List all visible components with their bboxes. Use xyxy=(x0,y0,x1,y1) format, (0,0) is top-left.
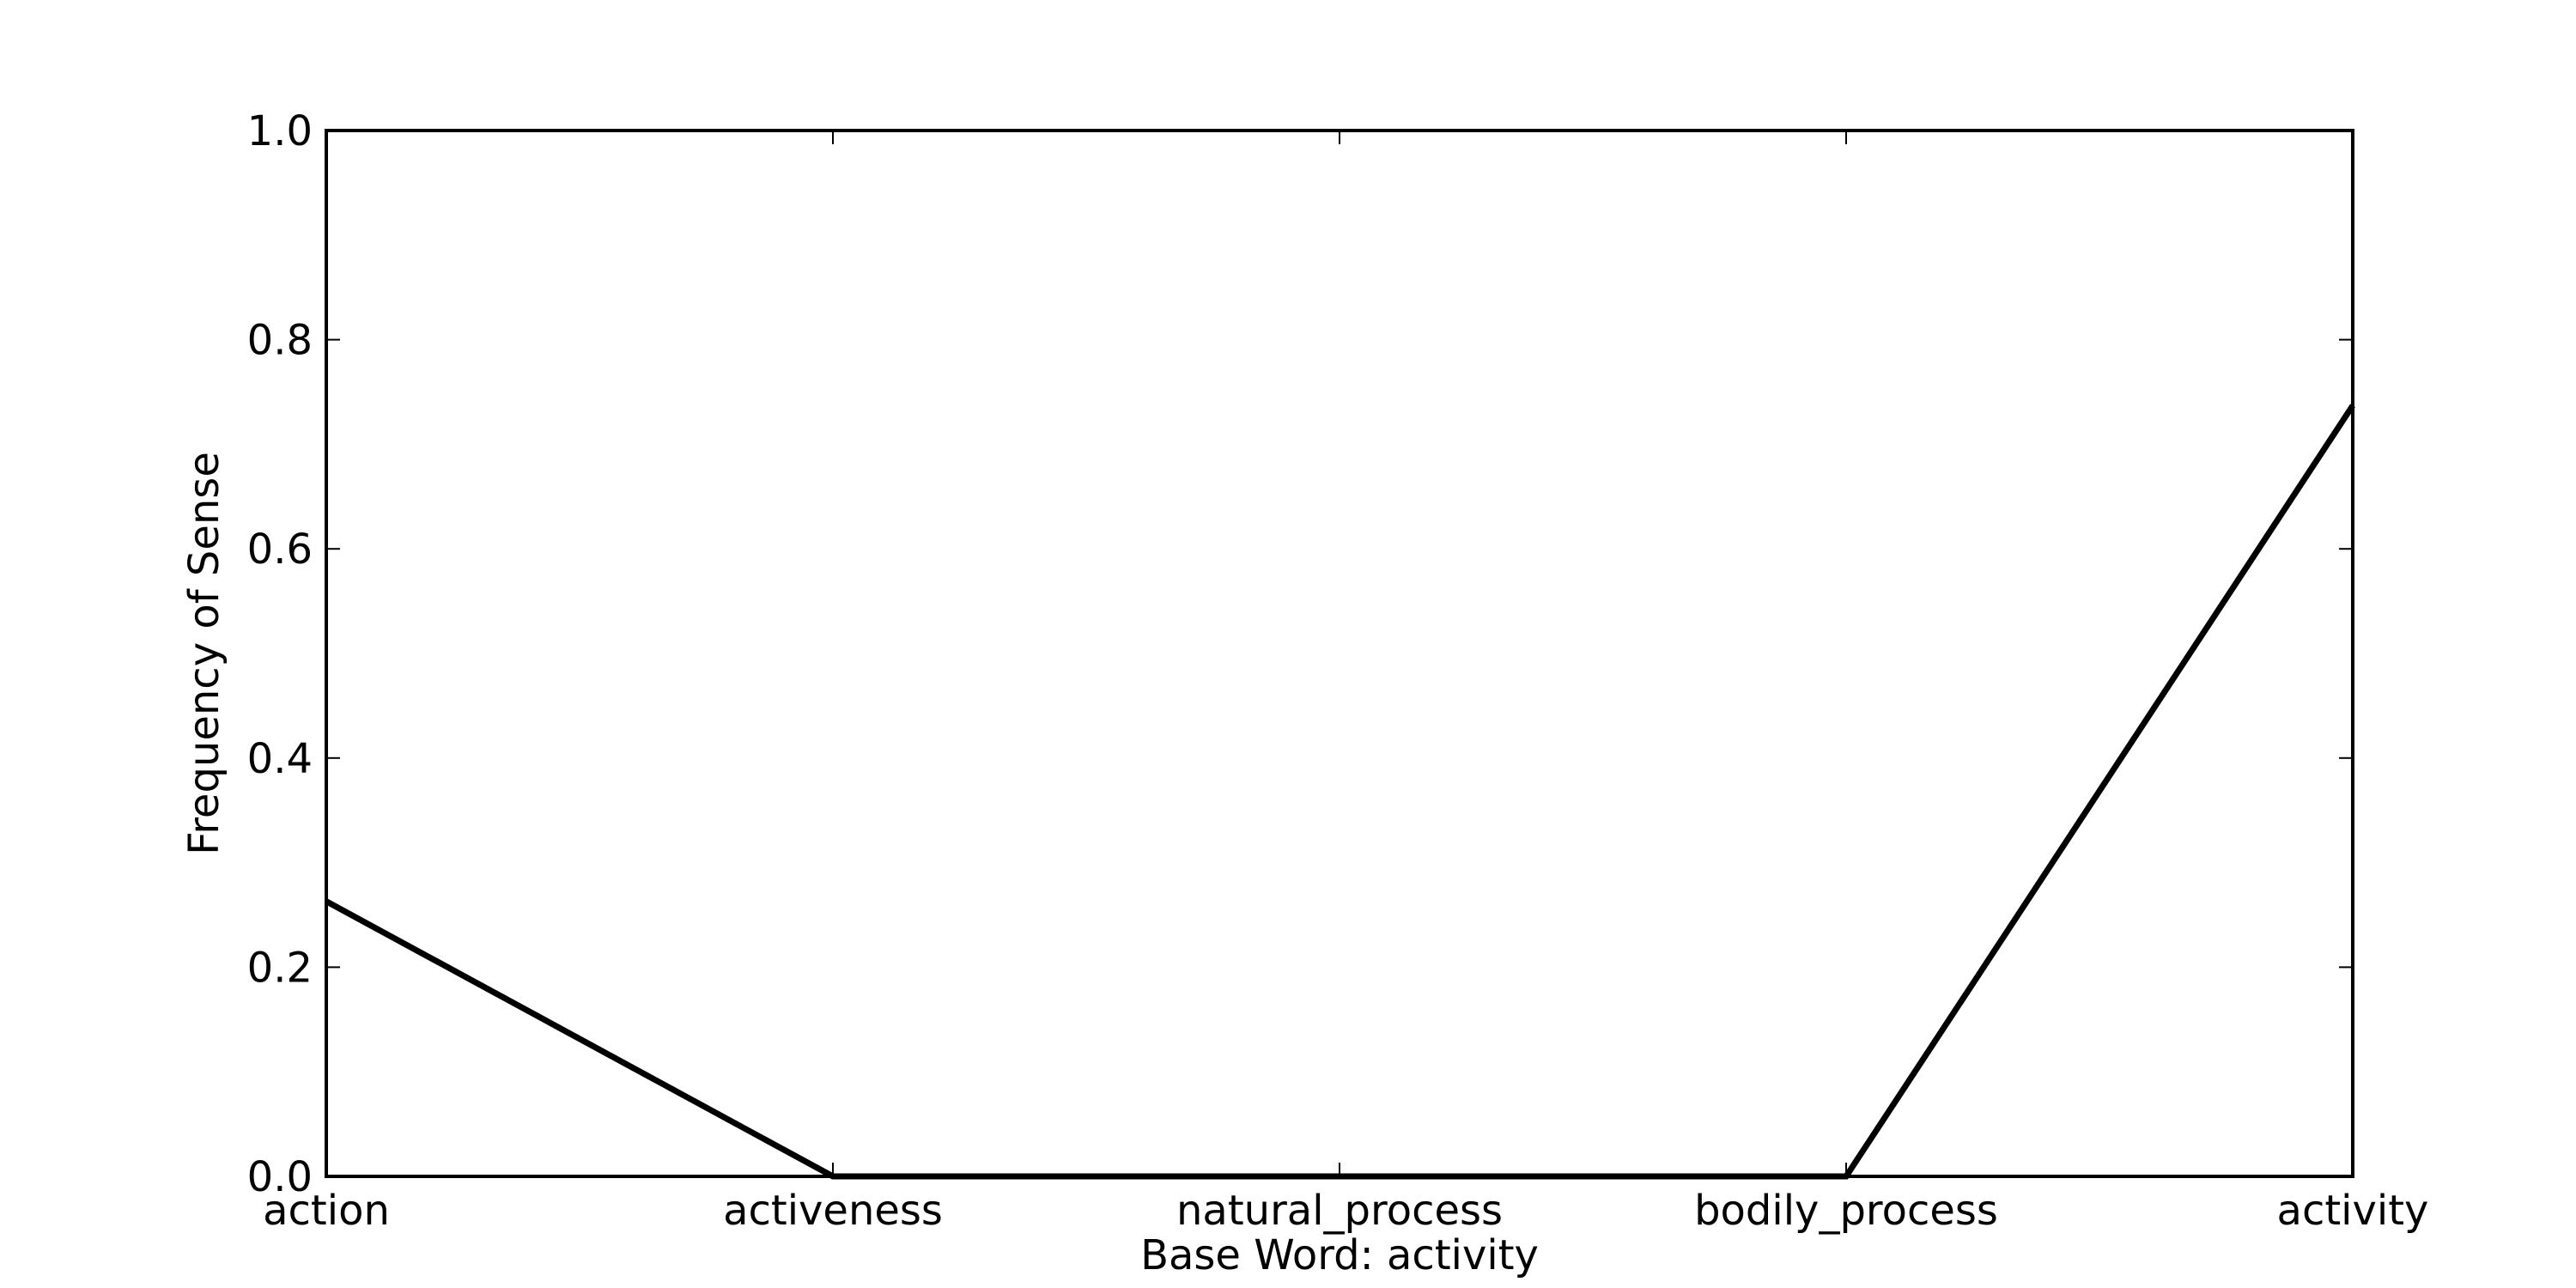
x-tick-label: action xyxy=(263,1187,390,1235)
y-tick-label: 0.0 xyxy=(247,1153,313,1201)
x-tick-labels: action activeness natural_process bodily_pr… xyxy=(263,1187,2428,1235)
y-tick-labels: 0.0 0.2 0.4 0.6 0.8 1.0 xyxy=(247,107,313,1201)
plot-frame xyxy=(325,129,2354,1178)
y-tick-label: 1.0 xyxy=(247,107,313,155)
y-tick-label: 0.2 xyxy=(247,944,313,992)
series-layer xyxy=(325,404,2355,1180)
x-tick-label: natural_process xyxy=(1176,1187,1503,1235)
y-axis-label: Frequency of Sense xyxy=(180,452,228,855)
y-tick-label: 0.4 xyxy=(247,735,313,783)
y-tick-label: 0.6 xyxy=(247,526,313,574)
x-axis-label: Base Word: activity xyxy=(1140,1231,1539,1279)
x-tick-label: bodily_process xyxy=(1694,1187,1998,1235)
ticks-layer xyxy=(325,130,2354,1177)
series-line xyxy=(325,404,2355,1180)
y-tick-label: 0.8 xyxy=(247,317,313,365)
x-tick-label: activity xyxy=(2277,1187,2429,1235)
x-tick-label: activeness xyxy=(723,1187,943,1235)
